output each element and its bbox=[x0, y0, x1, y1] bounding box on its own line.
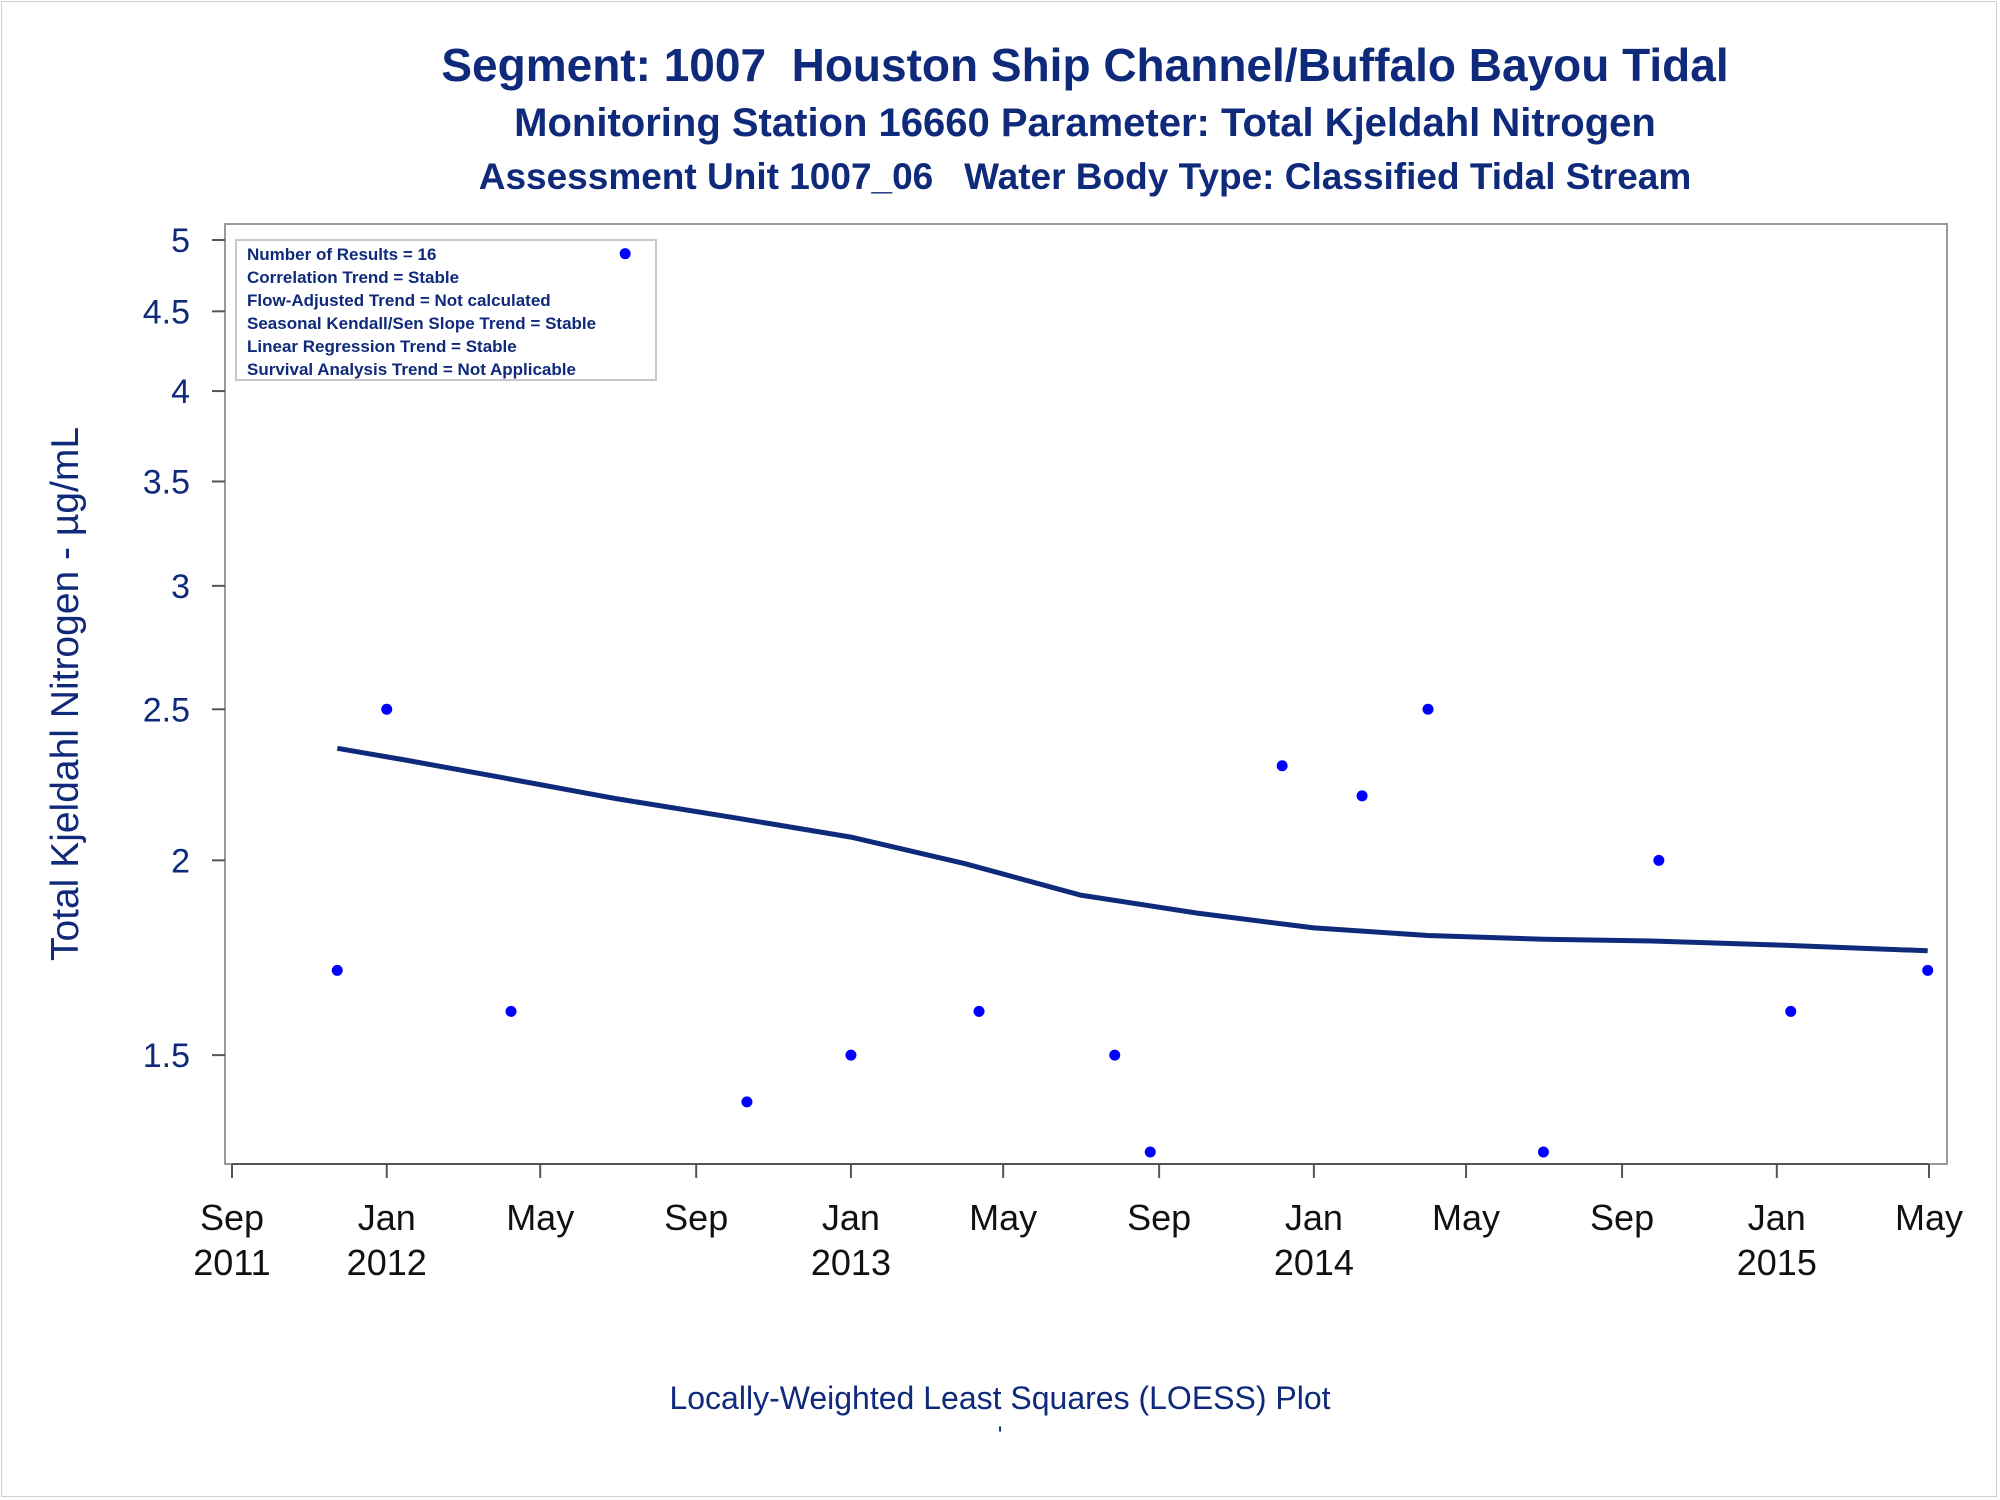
y-tick-label: 3 bbox=[171, 568, 190, 606]
data-point bbox=[1785, 1005, 1797, 1017]
data-point bbox=[331, 964, 343, 976]
x-tick-label-month: Sep bbox=[1590, 1197, 1654, 1238]
y-tick-label: 2.5 bbox=[143, 691, 190, 729]
data-point bbox=[1276, 760, 1288, 772]
data-point bbox=[1537, 1146, 1549, 1158]
x-tick-label-year: 2011 bbox=[193, 1242, 270, 1283]
y-tick-label: 1.5 bbox=[143, 1037, 190, 1075]
loess-line bbox=[336, 745, 1928, 954]
data-point bbox=[1109, 1049, 1121, 1061]
x-tick-label-month: May bbox=[969, 1197, 1037, 1238]
x-tick-label-month: Jan bbox=[822, 1197, 880, 1238]
data-point bbox=[1356, 790, 1368, 802]
x-tick-label-year: 2015 bbox=[1737, 1242, 1817, 1283]
data-point bbox=[1144, 1146, 1156, 1158]
chart-subtitle-station: Monitoring Station 16660 Parameter: Tota… bbox=[514, 101, 1656, 145]
x-tick-label-month: Sep bbox=[664, 1197, 728, 1238]
data-point bbox=[1653, 854, 1665, 866]
x-tick-label-year: 2012 bbox=[347, 1242, 427, 1283]
footnote-mark: ' bbox=[997, 1422, 1003, 1449]
y-tick-label: 3.5 bbox=[143, 463, 190, 501]
data-points bbox=[331, 248, 1934, 1158]
legend-line-flow-adjusted: Flow-Adjusted Trend = Not calculated bbox=[247, 291, 551, 310]
data-point bbox=[1422, 703, 1434, 715]
data-point bbox=[1922, 964, 1934, 976]
legend-line-survival: Survival Analysis Trend = Not Applicable bbox=[247, 360, 576, 379]
x-tick-label-month: May bbox=[506, 1197, 574, 1238]
data-point bbox=[619, 248, 631, 260]
x-tick-label-month: May bbox=[1432, 1197, 1500, 1238]
legend-line-seasonal-kendall: Seasonal Kendall/Sen Slope Trend = Stabl… bbox=[247, 314, 596, 333]
legend-box: Number of Results = 16 Correlation Trend… bbox=[235, 239, 657, 381]
legend-line-results: Number of Results = 16 bbox=[247, 245, 436, 264]
data-point bbox=[505, 1005, 517, 1017]
chart-title: Segment: 1007 Houston Ship Channel/Buffa… bbox=[441, 39, 1729, 91]
y-tick-label: 5 bbox=[171, 222, 190, 260]
x-tick-label-month: Sep bbox=[1127, 1197, 1191, 1238]
x-tick-label-month: Jan bbox=[1748, 1197, 1806, 1238]
data-point bbox=[845, 1049, 857, 1061]
x-tick-label-year: 2013 bbox=[811, 1242, 891, 1283]
y-tick-label: 4.5 bbox=[143, 293, 190, 331]
legend-line-linear-regression: Linear Regression Trend = Stable bbox=[247, 337, 517, 356]
legend-line-correlation: Correlation Trend = Stable bbox=[247, 268, 459, 287]
data-point bbox=[973, 1005, 985, 1017]
legend-frame bbox=[235, 239, 657, 381]
y-axis: 1.5 2 2.5 3 3.5 4 4.5 5 bbox=[143, 222, 225, 1075]
y-tick-label: 4 bbox=[171, 373, 190, 411]
data-point bbox=[741, 1096, 753, 1108]
x-tick-label-year: 2014 bbox=[1274, 1242, 1354, 1283]
footnote: Locally-Weighted Least Squares (LOESS) P… bbox=[669, 1380, 1331, 1416]
x-tick-label-month: Jan bbox=[1285, 1197, 1343, 1238]
loess-layer bbox=[336, 745, 1928, 954]
x-tick-label-month: May bbox=[1895, 1197, 1963, 1238]
x-tick-label-month: Sep bbox=[200, 1197, 264, 1238]
y-axis-label: Total Kjeldahl Nitrogen - µg/mL bbox=[44, 427, 87, 961]
y-tick-label: 2 bbox=[171, 842, 190, 880]
x-tick-label-month: Jan bbox=[358, 1197, 416, 1238]
chart-subtitle-assessment: Assessment Unit 1007_06 Water Body Type:… bbox=[478, 156, 1692, 197]
data-point bbox=[381, 703, 393, 715]
